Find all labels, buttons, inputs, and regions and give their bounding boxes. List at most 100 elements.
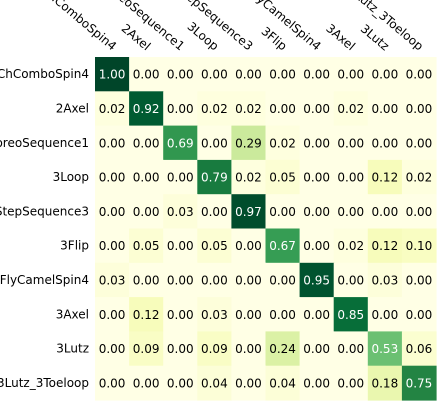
heatmap-cell <box>299 228 335 264</box>
heatmap-cell <box>231 331 267 367</box>
heatmap-cell <box>95 91 130 127</box>
cell-value-label: 0.00 <box>167 239 194 253</box>
heatmap-cell <box>197 159 232 195</box>
row-label: 3Lutz <box>56 342 89 356</box>
cell-value-label: 0.00 <box>303 342 330 356</box>
cell-value-label: 0.00 <box>99 205 126 219</box>
cell-value-label: 0.00 <box>337 376 364 390</box>
cell-value-label: 0.00 <box>235 273 262 287</box>
heatmap-cell <box>265 194 301 230</box>
heatmap-cell <box>231 91 267 127</box>
heatmap-cell <box>299 91 335 127</box>
heatmap-cell <box>333 159 369 195</box>
cell-value-label: 0.00 <box>133 171 160 185</box>
heatmap-cell <box>163 365 198 401</box>
heatmap-cell <box>401 297 437 332</box>
cell-value-label: 1.00 <box>99 68 126 82</box>
heatmap-cell <box>231 159 267 195</box>
heatmap-cell <box>367 125 403 161</box>
heatmap-cell <box>163 57 198 92</box>
cell-value-label: 0.00 <box>99 376 126 390</box>
cell-value-label: 0.00 <box>235 376 262 390</box>
cell-value-label: 0.02 <box>337 239 364 253</box>
cell-value-label: 0.75 <box>406 376 433 390</box>
heatmap-cell <box>333 331 369 367</box>
cell-value-label: 0.05 <box>133 239 160 253</box>
heatmap-cell <box>299 262 335 298</box>
cell-value-label: 0.00 <box>406 308 433 322</box>
heatmap-cell <box>129 125 164 161</box>
heatmap-cell <box>367 91 403 127</box>
row-label: ChComboSpin4 <box>0 67 89 81</box>
heatmap-cell <box>265 297 301 332</box>
cell-value-label: 0.00 <box>133 273 160 287</box>
heatmap-cell <box>197 57 232 92</box>
cell-value-label: 0.02 <box>337 102 364 116</box>
cell-value-label: 0.03 <box>201 308 228 322</box>
heatmap-cell <box>129 91 164 127</box>
cell-value-label: 0.02 <box>269 136 296 150</box>
row-label: 3Axel <box>56 307 89 321</box>
heatmap-cell <box>197 331 232 367</box>
heatmap-cell <box>163 331 198 367</box>
cell-value-label: 0.00 <box>303 308 330 322</box>
cell-value-label: 0.00 <box>303 205 330 219</box>
heatmap-cell <box>129 297 164 332</box>
heatmap-cell <box>367 262 403 298</box>
heatmap-cell <box>163 91 198 127</box>
cell-value-label: 0.00 <box>371 102 398 116</box>
cell-value-label: 0.00 <box>269 273 296 287</box>
cell-value-label: 0.00 <box>167 376 194 390</box>
heatmap-cell <box>333 228 369 264</box>
heatmap-cell <box>299 365 335 401</box>
heatmap-cell <box>333 57 369 92</box>
heatmap-cell <box>401 228 437 264</box>
row-label: FlyCamelSpin4 <box>0 273 89 287</box>
heatmap-cell-values: 1.00 0.00 0.00 0.00 0.00 0.00 0.00 0.00 0.00 0.00… <box>99 68 433 391</box>
cell-value-label: 0.03 <box>371 273 398 287</box>
heatmap-cell <box>401 365 437 401</box>
heatmap-cell <box>333 297 369 332</box>
cell-value-label: 0.00 <box>303 239 330 253</box>
cell-value-label: 0.00 <box>167 273 194 287</box>
cell-value-label: 0.06 <box>406 342 433 356</box>
heatmap-cell <box>95 331 130 367</box>
heatmap-cell <box>197 194 232 230</box>
cell-value-label: 0.79 <box>201 171 228 185</box>
cell-value-label: 0.18 <box>371 376 398 390</box>
cell-value-label: 0.00 <box>269 308 296 322</box>
heatmap-cell <box>163 228 198 264</box>
cell-value-label: 0.95 <box>303 273 330 287</box>
heatmap-cell <box>367 57 403 92</box>
cell-value-label: 0.97 <box>235 205 262 219</box>
cell-value-label: 0.09 <box>133 342 160 356</box>
row-label: 3Loop <box>53 170 89 184</box>
heatmap-cell <box>129 159 164 195</box>
heatmap-cell <box>265 57 301 92</box>
heatmap-cell <box>129 365 164 401</box>
heatmap-cell <box>265 159 301 195</box>
heatmap-cell <box>163 159 198 195</box>
cell-value-label: 0.00 <box>303 136 330 150</box>
cell-value-label: 0.00 <box>99 239 126 253</box>
cell-value-label: 0.05 <box>201 239 228 253</box>
heatmap-cell <box>367 159 403 195</box>
cell-value-label: 0.03 <box>167 205 194 219</box>
heatmap-cell <box>163 194 198 230</box>
row-tick-labels: ChComboSpin4 2Axel ChoreoSequence1 3Loop Ste… <box>0 67 89 390</box>
heatmap-cell <box>129 194 164 230</box>
heatmap-cell <box>265 228 301 264</box>
heatmap-cell <box>401 262 437 298</box>
heatmap-cell <box>299 194 335 230</box>
cell-value-label: 0.67 <box>269 239 296 253</box>
cell-value-label: 0.00 <box>235 68 262 82</box>
cell-value-label: 0.00 <box>303 376 330 390</box>
cell-value-label: 0.02 <box>406 171 433 185</box>
cell-value-label: 0.02 <box>201 102 228 116</box>
heatmap-cell <box>197 91 232 127</box>
heatmap-cell <box>299 57 335 92</box>
cell-value-label: 0.04 <box>269 376 296 390</box>
heatmap-cell <box>231 297 267 332</box>
heatmap-cell <box>265 262 301 298</box>
